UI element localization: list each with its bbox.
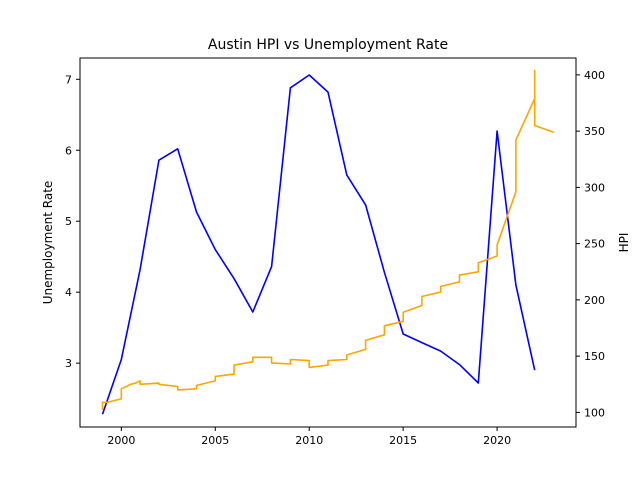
y-axis-right-label: HPI: [617, 233, 631, 253]
y-right-tick-label: 350: [584, 125, 605, 138]
y-left-tick-label: 4: [65, 286, 72, 299]
y-right-tick-label: 400: [584, 69, 605, 82]
x-tick-label: 2015: [389, 434, 417, 447]
series-line-2: [101, 69, 554, 411]
plot-frame: [79, 57, 577, 428]
y-left-tick-label: 6: [65, 144, 72, 157]
x-tick-label: 2005: [201, 434, 229, 447]
x-tick-label: 2000: [107, 434, 135, 447]
x-tick-label: 2010: [295, 434, 323, 447]
y-right-tick-label: 100: [584, 406, 605, 419]
chart-title: Austin HPI vs Unemployment Rate: [208, 37, 448, 53]
y-right-tick-label: 250: [584, 238, 605, 251]
y-right-tick-label: 200: [584, 294, 605, 307]
x-tick-label: 2020: [483, 434, 511, 447]
y-left-tick-label: 5: [65, 215, 72, 228]
y-right-tick-label: 150: [584, 350, 605, 363]
y-right-tick-label: 300: [584, 181, 605, 194]
y-axis-left-label: Unemployment Rate: [41, 181, 55, 305]
series-line-1: [101, 74, 536, 415]
y-left-tick-label: 3: [65, 357, 72, 370]
y-left-tick-label: 7: [65, 73, 72, 86]
